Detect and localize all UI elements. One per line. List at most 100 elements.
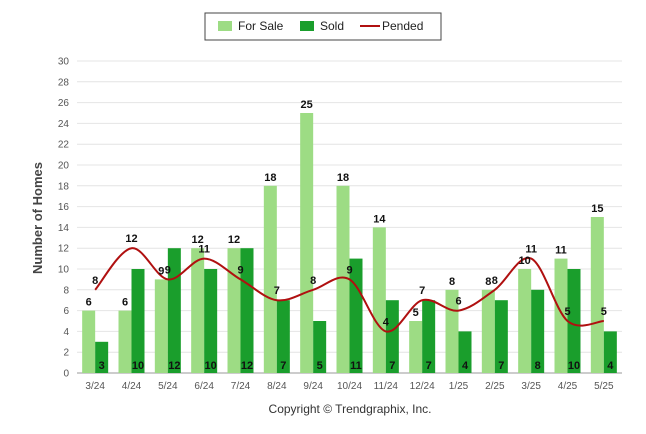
label-pended: 8 [492, 275, 498, 287]
label-pended: 5 [601, 306, 607, 318]
label-sold: 7 [280, 360, 286, 372]
legend-box [204, 12, 442, 41]
y-tick-label: 18 [58, 181, 70, 192]
y-tick-label: 22 [58, 140, 70, 151]
y-tick-label: 14 [58, 223, 70, 234]
y-tick-label: 4 [63, 327, 69, 338]
x-tick-label: 1/25 [449, 381, 469, 392]
bar-for-sale [191, 248, 205, 373]
bar-for-sale [227, 248, 241, 373]
x-tick-label: 5/25 [594, 381, 614, 392]
label-for-sale: 5 [413, 307, 419, 319]
label-pended: 8 [310, 275, 316, 287]
label-sold: 4 [462, 360, 469, 372]
bar-sold [349, 258, 363, 373]
label-pended: 12 [125, 233, 137, 245]
bar-for-sale [82, 310, 96, 373]
bar-sold [313, 321, 327, 373]
bar-sold [204, 269, 218, 373]
bar-for-sale [263, 185, 277, 373]
x-tick-label: 2/25 [485, 381, 505, 392]
label-for-sale: 8 [449, 276, 455, 288]
bars [82, 113, 617, 373]
y-tick-label: 10 [58, 265, 70, 276]
label-sold: 8 [535, 360, 541, 372]
x-tick-label: 3/25 [521, 381, 541, 392]
x-tick-label: 4/25 [558, 381, 578, 392]
label-for-sale: 18 [337, 172, 349, 184]
pended-line [94, 247, 604, 333]
bar-for-sale [154, 279, 168, 373]
y-tick-label: 26 [58, 98, 70, 109]
label-pended: 5 [564, 306, 570, 318]
label-for-sale: 18 [264, 172, 276, 184]
label-for-sale: 6 [86, 297, 92, 309]
label-sold: 4 [607, 360, 614, 372]
bar-sold [240, 248, 254, 373]
bar-sold [531, 289, 545, 373]
label-for-sale: 11 [555, 245, 567, 257]
label-sold: 10 [568, 360, 580, 372]
label-sold: 7 [426, 360, 432, 372]
y-tick-label: 12 [58, 244, 70, 255]
bar-for-sale [300, 113, 314, 373]
y-tick-label: 2 [63, 348, 69, 359]
x-tick-label: 6/24 [194, 381, 214, 392]
label-for-sale: 12 [228, 234, 240, 246]
x-tick-label: 8/24 [267, 381, 287, 392]
bar-for-sale [118, 310, 132, 373]
label-for-sale: 8 [485, 276, 491, 288]
label-sold: 12 [241, 360, 253, 372]
label-sold: 5 [317, 360, 323, 372]
label-sold: 7 [389, 360, 395, 372]
label-for-sale: 15 [591, 203, 603, 215]
bar-sold [494, 300, 508, 373]
x-tick-label: 3/24 [85, 381, 105, 392]
x-tick-label: 7/24 [231, 381, 251, 392]
label-sold: 12 [168, 360, 180, 372]
bar-sold [95, 341, 109, 373]
y-tick-label: 20 [58, 161, 70, 172]
label-for-sale: 14 [373, 213, 386, 225]
bar-sold [385, 300, 399, 373]
bar-for-sale [409, 321, 423, 373]
x-tick-label: 9/24 [303, 381, 323, 392]
x-axis-ticks: 3/24 4/24 5/24 6/24 7/24 8/24 9/24 10/24 11/24 12… [85, 381, 614, 392]
label-pended: 8 [92, 275, 98, 287]
y-tick-label: 28 [58, 77, 70, 88]
bar-sold [603, 331, 617, 373]
label-sold: 7 [498, 360, 504, 372]
label-pended: 7 [419, 285, 425, 297]
bar-sold [276, 300, 290, 373]
bar-sold [422, 300, 436, 373]
label-pended: 9 [237, 264, 243, 276]
label-pended: 6 [455, 296, 461, 308]
label-pended: 9 [346, 264, 352, 276]
x-tick-label: 4/24 [122, 381, 142, 392]
label-for-sale: 6 [122, 297, 128, 309]
legend-swatch-sold [300, 21, 314, 31]
copyright: Copyright © Trendgraphix, Inc. [269, 402, 432, 416]
y-tick-label: 0 [63, 369, 69, 380]
bar-for-sale [590, 217, 604, 373]
label-for-sale: 25 [301, 99, 313, 111]
bar-sold [458, 331, 472, 373]
label-for-sale: 9 [158, 265, 164, 277]
x-tick-label: 11/24 [374, 381, 399, 392]
label-sold: 10 [132, 360, 144, 372]
label-sold: 10 [205, 360, 217, 372]
label-sold: 3 [99, 360, 105, 372]
bar-for-sale [481, 289, 495, 373]
legend: For Sale Sold Pended [204, 12, 442, 41]
legend-swatch-for-sale [218, 21, 232, 31]
bar-sold [567, 269, 581, 373]
bar-for-sale [336, 185, 350, 373]
y-axis-label: Number of Homes [30, 162, 45, 274]
y-tick-label: 8 [63, 285, 69, 296]
label-pended: 4 [383, 316, 390, 328]
label-pended: 11 [525, 244, 537, 256]
label-pended: 11 [198, 244, 210, 256]
label-pended: 9 [165, 264, 171, 276]
